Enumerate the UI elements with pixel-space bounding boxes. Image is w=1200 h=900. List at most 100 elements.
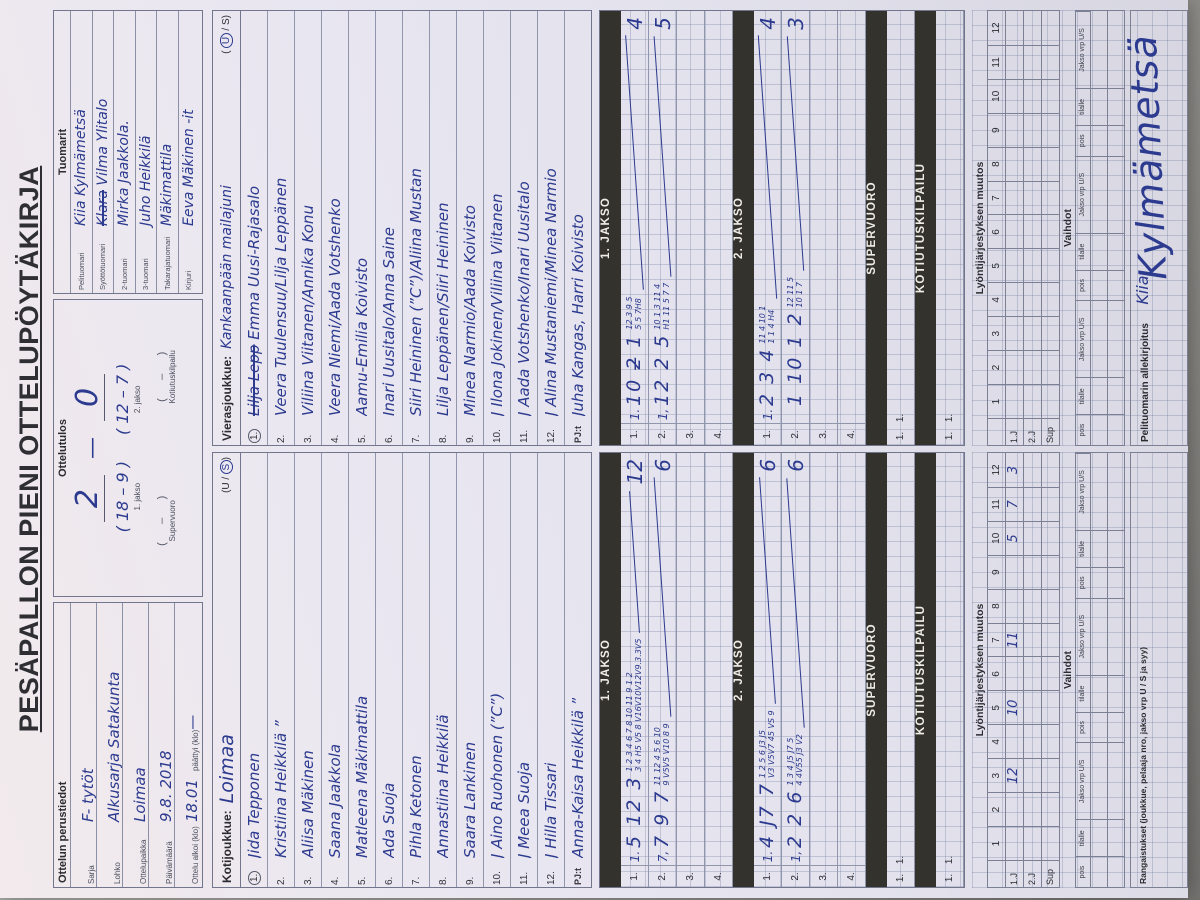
field-paivamaara: Päivämäärä 9.8. 2018 xyxy=(148,603,175,887)
grid-cell xyxy=(1091,597,1107,675)
vaihdot-header-row: pois tilalle Jakso vrp U/S pois tilalle Jaks… xyxy=(1076,453,1090,887)
grid-cell xyxy=(1042,554,1059,589)
grid-cell xyxy=(1042,758,1059,793)
field-sarja: Sarja F- tytöt xyxy=(70,603,97,887)
player-name: J Meea Suoja xyxy=(515,761,533,858)
home-pjt-row: PJ:t Anna-Kaisa Heikkilä ” xyxy=(565,453,591,887)
player-number: 8. xyxy=(437,876,449,885)
kotiutuskilpailu-row: 1. 1. xyxy=(936,11,964,445)
runs-entries: 5 12 3 xyxy=(623,775,645,848)
tuomari-row-2tuomari: 2-tuomari Mirka Jaakkola. xyxy=(113,11,135,293)
lyonti-row-1j: 1.J 12 10 11 5 7 3 xyxy=(1005,453,1023,887)
grid-cell xyxy=(1024,384,1041,418)
field-value: Alkusarja Satakunta xyxy=(105,671,123,822)
away-team-name: Kankaanpään mailajuni xyxy=(218,185,235,349)
player-name: Aliisa Mäkinen xyxy=(299,750,317,858)
vaihdot-table: pois tilalle Jakso vrp U/S pois tilalle Jaks… xyxy=(1075,452,1125,888)
col-label: tilalle xyxy=(1076,87,1090,125)
grid-cell xyxy=(1042,146,1059,181)
runs-entries: 2 3 4 xyxy=(756,347,778,406)
away-roster-header: Vierasjoukkue: Kankaanpään mailajuni ( U… xyxy=(213,11,241,445)
ink-line xyxy=(786,478,805,728)
grid-cell xyxy=(1091,566,1107,598)
row-label: 1. xyxy=(621,423,648,445)
jakso1-score: ( 18 – 9 ) 1. jakso xyxy=(113,461,142,532)
home-roster: Kotijoukkue: Loimaa (U / S) 1. Jida Teppo… xyxy=(212,452,592,888)
grid-cell: 2 xyxy=(988,792,1005,827)
grid-cell xyxy=(1042,248,1059,283)
tuomari-row-takarajatuomari: Takarajatuomari Mäkimattila xyxy=(156,11,178,293)
row-label: 3. xyxy=(677,423,704,445)
player-name: J Ilona Jokinen/Viliina Viitanen xyxy=(488,193,506,417)
player-number: 4. xyxy=(329,434,341,443)
runs-entries: 1 10 1 2 xyxy=(784,311,806,406)
score-row-empty: 3. xyxy=(677,453,705,887)
ink-line xyxy=(653,477,672,718)
row-label: Sup xyxy=(1042,860,1059,887)
lyonti-header-row: 1 2 3 4 5 6 7 8 9 10 11 12 xyxy=(988,11,1005,445)
grid-cell xyxy=(1108,819,1124,857)
runs-entries: 7 9 7 xyxy=(651,789,673,848)
tuomari-label: Takarajatuomari xyxy=(162,236,172,290)
row-label: 3. xyxy=(810,423,837,445)
player-name: Annastiina Heikkilä xyxy=(434,714,452,858)
row-label xyxy=(988,860,1005,887)
grid-cell xyxy=(1006,384,1023,418)
grid-cell xyxy=(1024,588,1041,623)
grid-cell xyxy=(1006,724,1023,759)
field-label: Lohko xyxy=(113,862,122,884)
batter-track-bottom: H1 11 5 7 7 xyxy=(661,282,671,330)
ink-line xyxy=(625,36,644,291)
row-label: 2.J xyxy=(1024,418,1041,445)
away-jakso2-bar: 2. JAKSO xyxy=(733,11,754,445)
player-name: Saara Lankinen xyxy=(461,741,479,858)
batter-track: 11 12 4 5 6 10 9 V5V5 V10 8 9 xyxy=(653,723,672,785)
grid-cell: 10 xyxy=(988,520,1005,555)
row-sublabel: 1. xyxy=(895,855,906,865)
grid-cell xyxy=(1024,724,1041,759)
grid-cell xyxy=(1042,826,1059,860)
grid-cell xyxy=(1108,711,1124,743)
grid-cell xyxy=(1091,377,1107,415)
tuomari-label: Pelituomari xyxy=(76,252,86,290)
row-label: 1.J xyxy=(1006,418,1023,445)
inning-mark: 1, xyxy=(788,850,803,863)
away-player-row: 6. Inari Uusitalo/Anna Saine xyxy=(376,11,403,445)
home-team-name: Loimaa xyxy=(215,734,238,804)
tuomarit-title: Tuomarit xyxy=(57,128,69,176)
row-label: 2.J xyxy=(1024,860,1041,887)
col-label: pois xyxy=(1076,856,1090,887)
player-number: 5. xyxy=(356,434,368,443)
grid-cell: 11 xyxy=(988,44,1005,79)
lyonti-header-row: 1 2 3 4 5 6 7 8 9 10 11 12 xyxy=(988,453,1005,887)
ink-line xyxy=(757,36,778,300)
col-label: Jakso vrp U/S xyxy=(1076,453,1090,530)
grid-cell xyxy=(1108,414,1124,445)
away-jakso1-bar: 1. JAKSO xyxy=(600,11,621,445)
period-scores: ( 18 – 9 ) 1. jakso ( 12 – 7 ) 2. jakso xyxy=(113,300,142,596)
col-label: Jakso vrp U/S xyxy=(1076,155,1090,233)
row-label: 2. xyxy=(782,865,809,887)
tuomari-label: 3-tuomari xyxy=(141,258,151,290)
row-label: 1. xyxy=(754,865,781,887)
player-number: 3. xyxy=(302,434,314,443)
col-label: pois xyxy=(1076,566,1090,598)
grid-cell xyxy=(1108,566,1124,598)
away-pjt-row: PJ:t Juha Kangas, Harri Koivisto xyxy=(565,11,591,445)
away-supervuoro-bar: SUPERVUORO xyxy=(866,11,887,445)
player-name: Viliina Viitanen/Annika Konu xyxy=(299,205,317,416)
grid-cell: 4 xyxy=(988,282,1005,317)
grid-cell xyxy=(1091,742,1107,820)
tuomari-name: Mäkimattila xyxy=(159,143,176,226)
away-player-row: 1. Lilja Lepp Emma Uusi-Rajasalo xyxy=(241,11,268,445)
player-number: 10. xyxy=(491,429,503,443)
grid-cell xyxy=(1108,300,1124,378)
player-name: Saana Jaakkola xyxy=(326,743,344,858)
inning-total: 5 xyxy=(650,17,675,30)
away-player-row: 9. Minea Narmio/Aada Koivisto xyxy=(457,11,484,445)
grid-cell xyxy=(1024,656,1041,691)
grid-cell xyxy=(1042,486,1059,521)
